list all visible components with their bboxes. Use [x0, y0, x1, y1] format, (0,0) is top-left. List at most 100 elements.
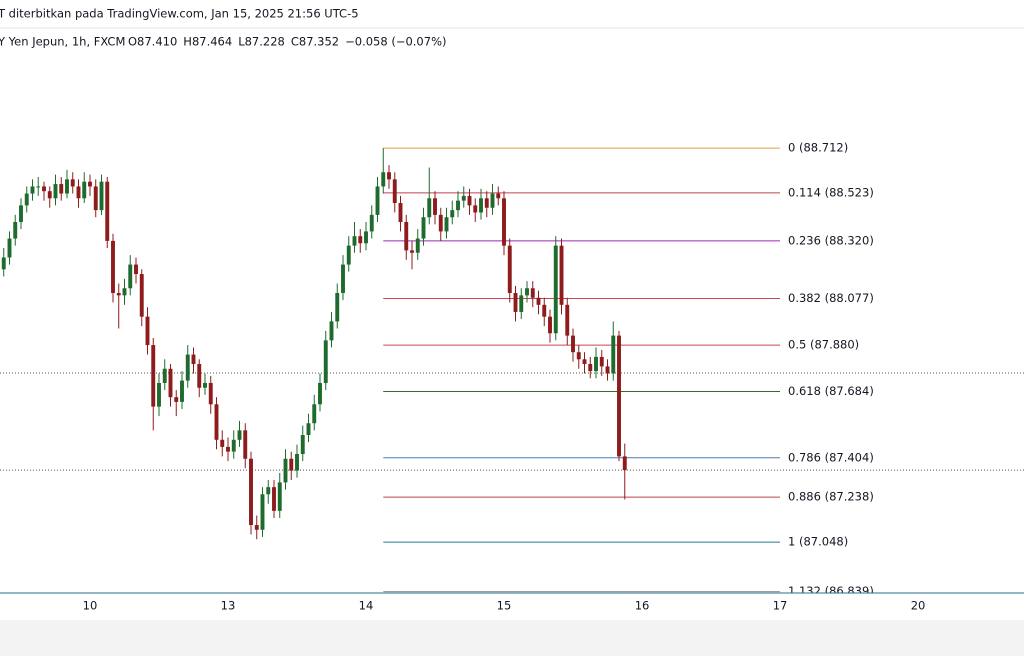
candle-body	[329, 321, 334, 341]
candle-body	[571, 335, 575, 353]
candle-body	[456, 200, 460, 211]
candle-body	[93, 186, 98, 211]
candle-body	[266, 487, 271, 495]
candle-body	[13, 221, 18, 239]
candle-body	[214, 404, 219, 440]
candle-body	[594, 356, 598, 372]
ohlc-value: H87.464	[183, 35, 232, 49]
candle-body	[254, 525, 259, 530]
candle-body	[134, 264, 138, 275]
candle-body	[404, 221, 409, 251]
candle-body	[433, 198, 437, 215]
candle-body	[82, 181, 87, 199]
candle-body	[220, 439, 225, 447]
candle-body	[421, 217, 426, 239]
candle-body	[243, 430, 248, 459]
fib-label: 0.382 (88.077)	[788, 291, 874, 305]
candle-body	[519, 295, 524, 312]
candle-body	[116, 292, 121, 296]
candle-body	[185, 354, 190, 381]
candle-body	[19, 205, 23, 222]
ohlc-value: −0.058 (−0.07%)	[345, 35, 446, 49]
fib-label: 0.618 (87.684)	[788, 384, 874, 398]
candle-body	[300, 435, 305, 455]
candle-body	[24, 193, 29, 206]
candle-body	[162, 368, 167, 383]
candle-body	[289, 458, 294, 471]
candle-body	[237, 430, 242, 440]
candle-body	[358, 236, 363, 244]
candle-body	[88, 181, 92, 187]
candle-body	[415, 238, 420, 253]
candle-body	[450, 210, 455, 218]
candle-body	[272, 487, 276, 511]
candle-body	[392, 179, 397, 204]
candle-body	[306, 423, 311, 436]
candle-body	[473, 205, 478, 213]
candle-body	[208, 382, 213, 405]
candle-body	[105, 181, 110, 241]
candle-body	[7, 238, 12, 258]
fib-label: 0.236 (88.320)	[788, 233, 874, 247]
candle-body	[139, 274, 144, 317]
x-tick-label: 20	[911, 599, 926, 613]
candle-body	[249, 458, 253, 526]
candle-body	[180, 380, 184, 402]
candle-body	[502, 198, 506, 246]
candle-body	[197, 364, 202, 388]
fib-label: 1 (87.048)	[788, 535, 848, 549]
candle-body	[65, 179, 69, 194]
fib-label: 0.886 (87.238)	[788, 490, 874, 504]
x-tick-label: 15	[497, 599, 512, 613]
candle-body	[346, 245, 351, 265]
ohlc-value: O87.410	[128, 35, 177, 49]
candle-body	[479, 198, 483, 213]
candle-body	[53, 184, 58, 199]
candle-body	[461, 195, 466, 201]
candle-body	[174, 397, 179, 402]
footer	[0, 620, 1024, 656]
candle-body	[318, 382, 322, 405]
candle-body	[622, 456, 627, 471]
candle-body	[617, 335, 621, 457]
ohlc-legend: Y Yen Jepun, 1h, FXCM O87.410 H87.464 L87.…	[0, 35, 446, 49]
candle-body	[496, 193, 501, 199]
candle-body	[582, 359, 587, 365]
candle-body	[467, 195, 472, 206]
candle-body	[559, 245, 564, 305]
plot-area: 0 (88.712) 0.114 (88.523) 0.236 (88.320) 0.…	[0, 141, 1024, 598]
candle-body	[323, 340, 328, 383]
candle-body	[536, 297, 541, 305]
ohlc-value: C87.352	[291, 35, 339, 49]
fib-label: 0.114 (88.523)	[788, 185, 874, 199]
candle-body	[1, 257, 6, 270]
candle-body	[599, 356, 604, 367]
candle-body	[231, 439, 236, 452]
fib-label: 0.786 (87.404)	[788, 450, 874, 464]
candle-body	[283, 458, 288, 483]
candle-body	[484, 198, 489, 208]
candle-body	[341, 264, 345, 293]
x-tick-label: 16	[635, 599, 650, 613]
candle-body	[122, 288, 127, 296]
candle-body	[513, 292, 518, 312]
candle-body	[576, 352, 581, 360]
candle-body	[565, 304, 570, 336]
candle-body	[295, 454, 299, 471]
candle-body	[375, 186, 380, 215]
candle-body	[530, 288, 535, 298]
candle-body	[30, 186, 35, 194]
candle-body	[203, 382, 207, 388]
candle-body	[410, 250, 414, 253]
x-axis-labels: 10 13 14 15 16 17 20	[83, 599, 926, 613]
candle-body	[605, 366, 610, 374]
candle-body	[70, 179, 75, 187]
fib-label: 1.132 (86.839)	[788, 584, 874, 598]
header: T diterbitkan pada TradingView.com, Jan …	[0, 7, 359, 21]
candle-body	[151, 345, 156, 407]
candle-body	[157, 382, 161, 407]
fib-label: 0.5 (87.880)	[788, 338, 859, 352]
candle-body	[36, 186, 41, 188]
candle-body	[525, 288, 529, 296]
